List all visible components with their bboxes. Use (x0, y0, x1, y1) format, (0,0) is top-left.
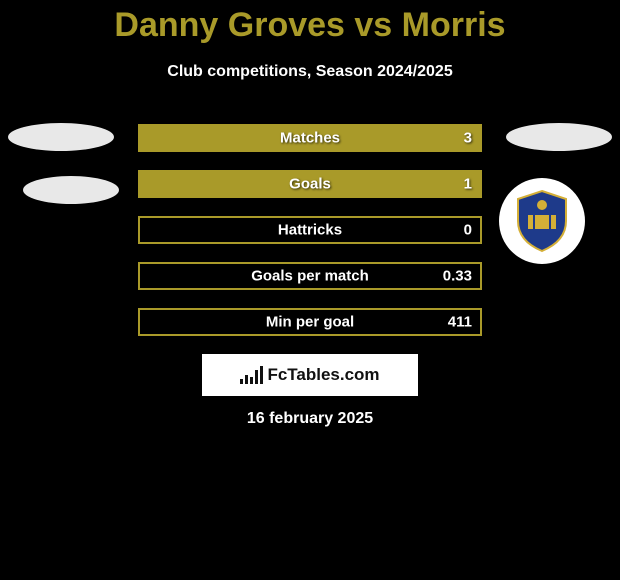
player-left-badge-2 (23, 176, 119, 204)
club-crest-wrap (499, 178, 585, 264)
subtitle: Club competitions, Season 2024/2025 (0, 63, 620, 81)
page-title: Danny Groves vs Morris (0, 0, 620, 45)
stat-value: 1 (464, 176, 472, 193)
player-right-badge-1 (506, 123, 612, 151)
stat-value: 0.33 (443, 268, 472, 285)
stat-value: 411 (448, 314, 472, 331)
stats-bars: Matches 3 Goals 1 Hattricks 0 Goals per … (138, 124, 482, 354)
stat-row: Hattricks 0 (138, 216, 482, 244)
stat-label: Hattricks (140, 222, 480, 239)
stat-label: Min per goal (140, 314, 480, 331)
stat-label: Goals per match (140, 268, 480, 285)
stat-value: 3 (464, 130, 472, 147)
bar-chart-icon (240, 366, 263, 384)
stat-row: Goals per match 0.33 (138, 262, 482, 290)
stat-row: Matches 3 (138, 124, 482, 152)
logo-text: FcTables.com (267, 365, 379, 385)
stat-row: Min per goal 411 (138, 308, 482, 336)
fctables-logo: FcTables.com (202, 354, 418, 396)
club-crest-icon (514, 189, 570, 253)
stat-value: 0 (464, 222, 472, 239)
stat-row: Goals 1 (138, 170, 482, 198)
player-left-badge-1 (8, 123, 114, 151)
stat-label: Matches (140, 130, 480, 147)
stat-label: Goals (140, 176, 480, 193)
date-text: 16 february 2025 (0, 410, 620, 428)
